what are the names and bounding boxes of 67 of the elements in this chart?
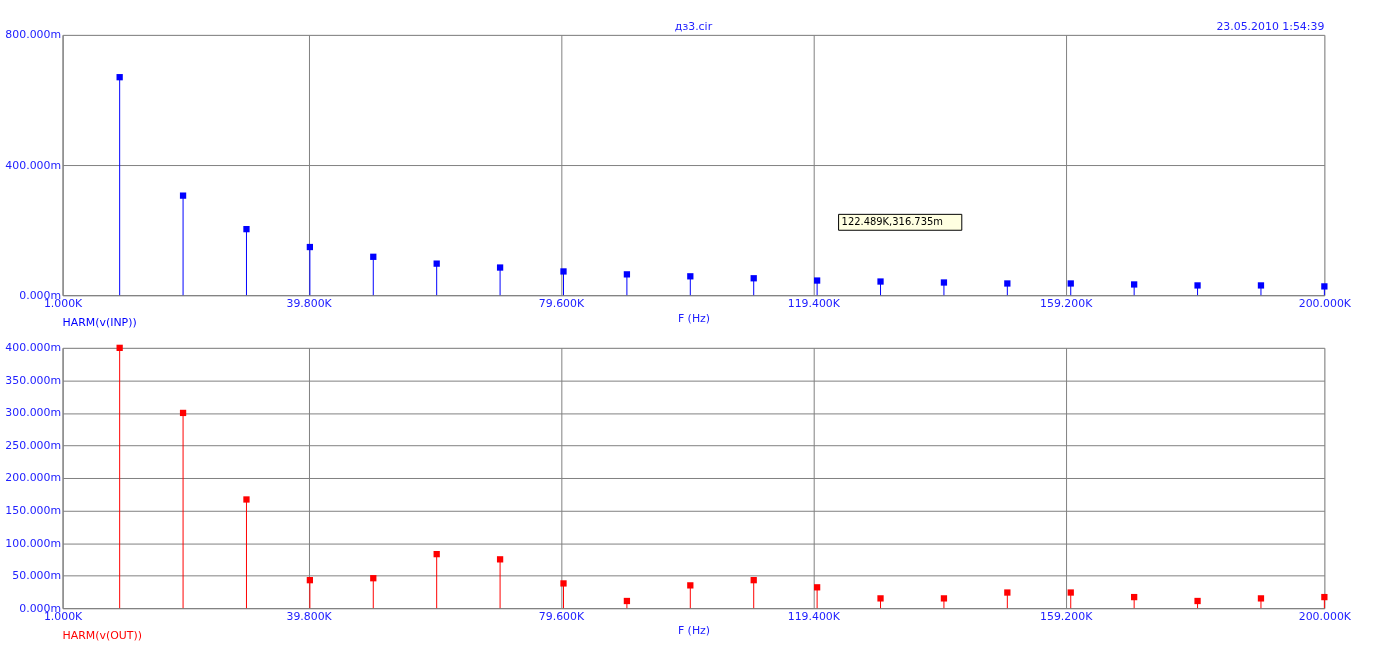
x-tick-label: 119.400K	[787, 609, 841, 623]
point	[940, 595, 948, 602]
point	[306, 577, 314, 584]
point	[623, 271, 631, 278]
point	[1321, 593, 1328, 601]
point	[687, 273, 694, 280]
point	[623, 597, 631, 605]
point	[433, 260, 440, 267]
chart-title: дз3.cir	[674, 19, 713, 33]
point	[1194, 597, 1201, 605]
y-tick-label: 100.000m	[5, 536, 62, 550]
point	[1131, 281, 1138, 288]
x-axis-title: F (Hz)	[677, 624, 711, 638]
point	[116, 74, 123, 81]
x-tick-label: 159.200K	[1040, 296, 1094, 310]
point	[1257, 595, 1265, 602]
y-tick-label: 150.000m	[5, 504, 62, 518]
point	[560, 268, 567, 275]
x-tick-label: 79.600K	[538, 609, 585, 623]
point	[1321, 283, 1328, 290]
y-tick-label: 200.000m	[5, 471, 62, 485]
x-tick-label: 159.200K	[1040, 609, 1094, 623]
y-tick-label: 400.000m	[5, 158, 62, 172]
point	[243, 496, 250, 503]
annotation: 122.489K,316.735m	[841, 216, 943, 228]
text: HARM(v(INP))	[62, 315, 137, 329]
point	[1067, 280, 1074, 287]
y-tick-label: 400.000m	[5, 341, 62, 355]
y-tick-label: 350.000m	[5, 373, 62, 387]
x-tick-label: 39.800K	[286, 296, 333, 310]
point	[1194, 282, 1201, 289]
point	[687, 582, 694, 589]
text: HARM(v(OUT))	[62, 628, 142, 642]
point	[496, 556, 504, 563]
point	[1004, 589, 1011, 596]
point	[1131, 593, 1138, 601]
point	[813, 584, 821, 591]
point	[179, 409, 187, 417]
point	[940, 279, 948, 286]
point	[370, 253, 377, 260]
point	[306, 243, 314, 251]
y-tick-label: 50.000m	[12, 569, 62, 583]
point	[813, 277, 821, 284]
point	[496, 264, 504, 271]
point	[179, 192, 187, 199]
point	[750, 577, 757, 584]
x-tick-label: 39.800K	[286, 609, 333, 623]
point	[1067, 589, 1074, 596]
y-tick-label: 250.000m	[5, 438, 62, 452]
point	[433, 550, 440, 558]
point	[1257, 282, 1265, 289]
x-tick-label: 119.400K	[787, 296, 841, 310]
text: 23.05.2010 1:54:39	[1216, 19, 1325, 33]
x-tick-label: 79.600K	[538, 296, 585, 310]
y-tick-label: 300.000m	[5, 406, 62, 420]
point	[877, 278, 884, 285]
x-tick-label: 200.000K	[1298, 296, 1352, 310]
point	[877, 595, 884, 602]
x-axis-title: F (Hz)	[677, 311, 711, 325]
point	[116, 344, 123, 351]
x-tick-label: 200.000K	[1298, 609, 1352, 623]
y-tick-label: 800.000m	[5, 28, 62, 42]
point	[750, 275, 757, 282]
point	[560, 580, 567, 587]
point	[243, 225, 250, 233]
point	[1004, 280, 1011, 287]
point	[370, 575, 377, 582]
